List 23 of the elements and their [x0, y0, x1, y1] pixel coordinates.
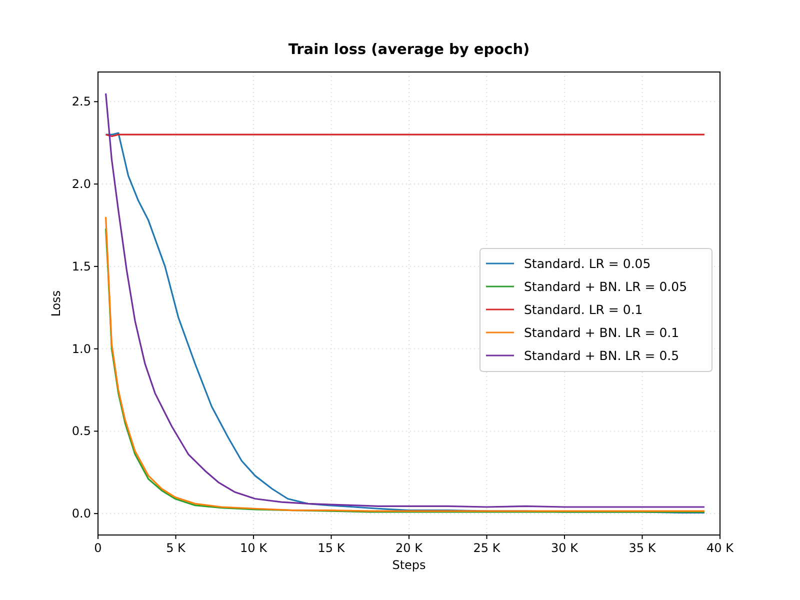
- x-tick-label: 5 K: [166, 541, 187, 555]
- legend-label: Standard + BN. LR = 0.1: [524, 325, 680, 340]
- x-tick-label: 10 K: [240, 541, 268, 555]
- x-tick-label: 0: [94, 541, 102, 555]
- legend-label: Standard. LR = 0.1: [524, 302, 643, 317]
- legend-label: Standard + BN. LR = 0.5: [524, 348, 680, 363]
- x-tick-label: 40 K: [706, 541, 735, 555]
- x-tick-label: 25 K: [473, 541, 502, 555]
- y-tick-label: 1.5: [72, 259, 91, 274]
- x-tick-label: 15 K: [318, 541, 346, 555]
- legend-label: Standard. LR = 0.05: [524, 256, 651, 271]
- x-axis-title: Steps: [392, 558, 426, 572]
- y-axis-title: Loss: [49, 290, 63, 317]
- legend-label: Standard + BN. LR = 0.05: [524, 279, 688, 294]
- y-tick-label: 1.0: [72, 342, 91, 356]
- y-tick-label: 2.5: [72, 94, 91, 109]
- chart-title: Train loss (average by epoch): [288, 42, 530, 58]
- x-tick-label: 20 K: [396, 541, 424, 555]
- y-tick-label: 2.0: [72, 177, 91, 192]
- x-tick-label: 35 K: [628, 541, 657, 555]
- x-tick-label: 30 K: [551, 541, 580, 555]
- y-tick-label: 0.0: [72, 506, 91, 521]
- y-tick-label: 0.5: [72, 424, 91, 438]
